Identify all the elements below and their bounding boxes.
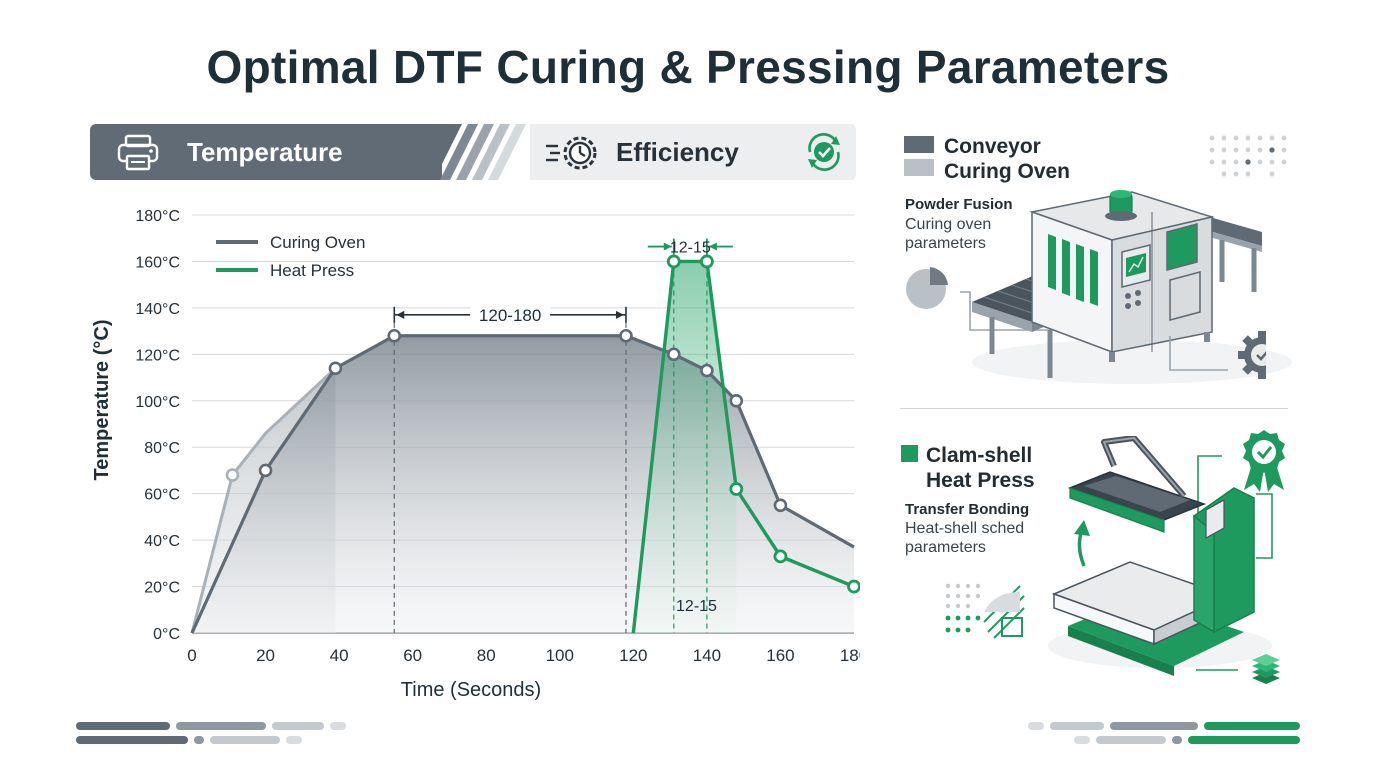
clamshell-title: Clam-shell Heat Press bbox=[926, 443, 1035, 493]
clamshell-subtitle: Transfer Bonding bbox=[905, 501, 1030, 518]
x-tick-label: 0 bbox=[187, 646, 196, 665]
curing-oven-marker bbox=[773, 498, 788, 513]
range-arrow-oven-left bbox=[396, 310, 405, 319]
heat-press-area bbox=[633, 261, 737, 633]
temperature-chart: 120-180 12-15 12-15 0°C 20°C 40°C 60°C 80°C 100… bbox=[91, 208, 860, 701]
gear-check-icon bbox=[1169, 331, 1266, 379]
conveyor-swatch bbox=[904, 136, 934, 176]
curing-oven-marker bbox=[619, 328, 633, 343]
curing-oven-marker bbox=[700, 363, 714, 378]
y-tick-label: 100°C bbox=[135, 394, 180, 411]
range-label-oven: 120-180 bbox=[479, 306, 541, 325]
dot-grid-decoration bbox=[1209, 135, 1287, 177]
range-arrow-oven-right bbox=[615, 310, 624, 319]
y-tick-label: 160°C bbox=[135, 254, 180, 271]
x-tick-label: 40 bbox=[330, 646, 349, 665]
curing-oven-marker bbox=[729, 393, 744, 408]
conveyor-title-line2: Curing Oven bbox=[944, 160, 1071, 183]
heat-press-illustration bbox=[1048, 436, 1272, 676]
curing-oven-line bbox=[190, 334, 855, 634]
efficiency-label: Efficiency bbox=[616, 137, 739, 167]
bottom-right-decor-bars bbox=[1028, 722, 1302, 746]
y-axis-label: Temperature (°C) bbox=[91, 320, 113, 481]
pie-connector-line bbox=[960, 291, 1070, 331]
press-decor-pattern bbox=[945, 583, 1025, 639]
legend-label-curing-oven: Curing Oven bbox=[270, 233, 365, 252]
clamshell-desc-line1: Heat-shell sched bbox=[905, 520, 1025, 537]
y-tick-label: 0°C bbox=[153, 626, 180, 643]
range-label-press-top: 12-15 bbox=[670, 240, 711, 257]
section-divider bbox=[900, 408, 1288, 409]
x-tick-label: 20 bbox=[256, 646, 275, 665]
page-title: Optimal DTF Curing & Pressing Parameters bbox=[206, 41, 1170, 93]
y-tick-label: 120°C bbox=[135, 347, 180, 364]
curing-oven-area bbox=[192, 335, 854, 633]
stopwatch-gear-icon bbox=[546, 136, 597, 170]
header-band: Temperature Efficiency bbox=[90, 124, 856, 180]
curing-oven-marker bbox=[258, 463, 273, 478]
range-label-press-bottom: 12-15 bbox=[676, 598, 717, 615]
bottom-left-decor-bars bbox=[76, 722, 376, 746]
x-tick-label: 60 bbox=[403, 646, 422, 665]
press-range-arrowhead-right bbox=[708, 242, 717, 251]
y-tick-label: 180°C bbox=[135, 208, 180, 225]
y-tick-label: 140°C bbox=[135, 301, 180, 318]
x-tick-label: 140 bbox=[693, 646, 721, 665]
conveyor-desc-line2: parameters bbox=[905, 235, 986, 252]
clamshell-title-line2: Heat Press bbox=[926, 469, 1035, 492]
range-label-bg bbox=[470, 302, 551, 325]
background-curve-marker bbox=[225, 468, 240, 482]
legend-label-heat-press: Heat Press bbox=[270, 261, 354, 280]
conveyor-title-line1: Conveyor bbox=[944, 135, 1041, 158]
conveyor-desc-line1: Curing oven bbox=[905, 216, 992, 233]
clamshell-swatch bbox=[901, 445, 918, 462]
heat-press-marker bbox=[666, 254, 681, 269]
conveyor-title: Conveyor Curing Oven bbox=[944, 134, 1070, 184]
printer-icon bbox=[117, 134, 159, 171]
curing-oven-marker bbox=[387, 328, 402, 343]
curing-oven-marker bbox=[666, 347, 681, 362]
curing-oven-marker bbox=[328, 361, 343, 376]
award-badge-icon bbox=[1243, 430, 1285, 492]
heat-press-line bbox=[631, 259, 855, 634]
x-tick-label: 120 bbox=[619, 646, 647, 665]
heat-press-marker bbox=[847, 579, 860, 594]
y-tick-label: 40°C bbox=[144, 533, 180, 550]
x-tick-label: 100 bbox=[546, 646, 574, 665]
conveyor-subtitle: Powder Fusion bbox=[905, 196, 1013, 213]
y-tick-label: 60°C bbox=[144, 487, 180, 504]
x-tick-label: 180 bbox=[840, 646, 860, 665]
band-stripes bbox=[414, 124, 526, 180]
press-range-arrowhead-left bbox=[663, 242, 672, 251]
conveyor-oven-illustration bbox=[972, 190, 1292, 384]
background-curve-line bbox=[190, 367, 337, 634]
y-tick-label: 20°C bbox=[144, 580, 180, 597]
heat-press-marker bbox=[729, 482, 744, 496]
temperature-band bbox=[90, 124, 442, 180]
x-tick-label: 160 bbox=[766, 646, 794, 665]
pie-chart-icon bbox=[906, 267, 948, 309]
heat-press-marker bbox=[699, 254, 714, 269]
clamshell-desc: Heat-shell sched parameters bbox=[905, 519, 1024, 557]
clamshell-desc-line2: parameters bbox=[905, 539, 986, 556]
layer-stack-icon bbox=[1196, 654, 1280, 684]
clamshell-title-line1: Clam-shell bbox=[926, 444, 1033, 467]
x-axis-label: Time (Seconds) bbox=[401, 679, 541, 701]
conveyor-desc: Curing oven parameters bbox=[905, 215, 991, 253]
heat-press-marker bbox=[773, 549, 788, 564]
check-cycle-icon bbox=[808, 133, 840, 171]
chart-legend: Curing Oven Heat Press bbox=[216, 233, 365, 280]
temperature-label: Temperature bbox=[187, 137, 343, 167]
y-tick-label: 80°C bbox=[144, 440, 180, 457]
x-tick-label: 80 bbox=[477, 646, 496, 665]
